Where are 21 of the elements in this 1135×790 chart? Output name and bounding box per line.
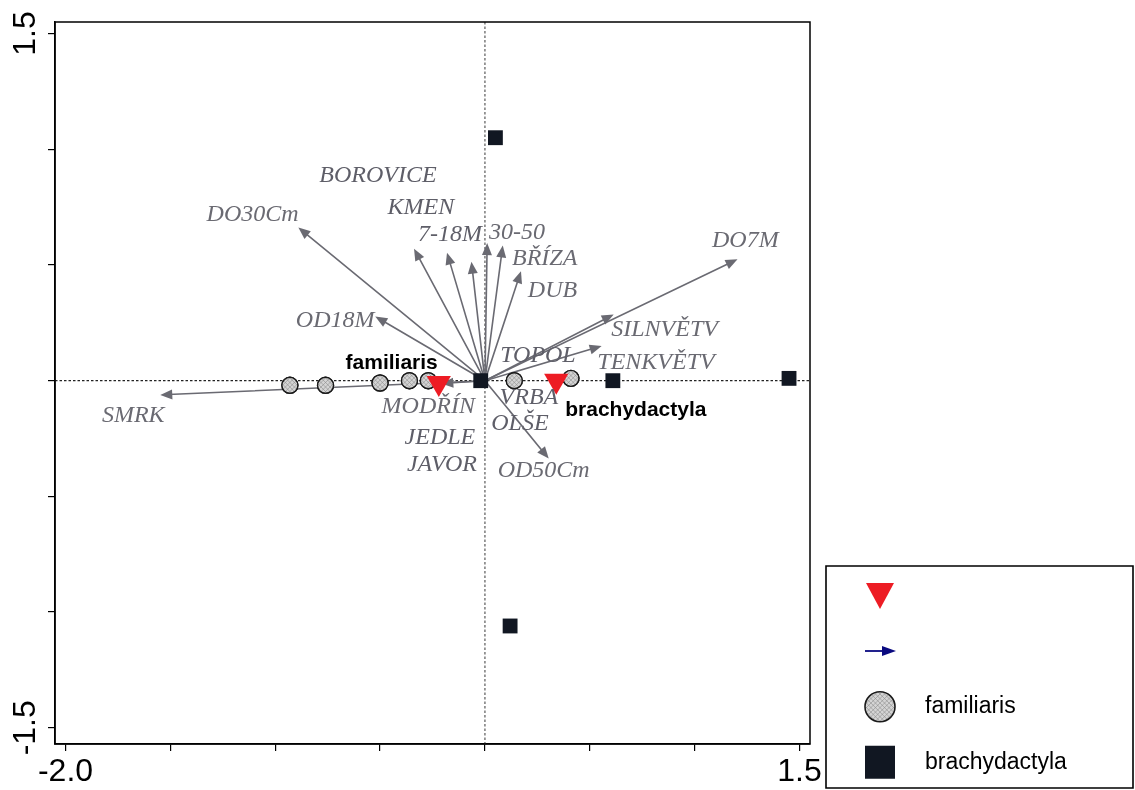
legend-label: brachydactyla: [925, 747, 1068, 774]
series-label: SILNVĚTV: [611, 314, 721, 341]
series-label: OD50Cm: [497, 455, 590, 482]
series-label: DUB: [526, 276, 578, 303]
series-label: DO30Cm: [205, 199, 299, 226]
annotation: 7-18M: [417, 220, 484, 246]
annotation: VRBA: [499, 383, 559, 409]
annotation: JEDLE: [404, 423, 476, 449]
series-label: TENKVĚTV: [597, 347, 717, 374]
data-label: brachydactyla: [565, 396, 707, 420]
series-label: BŘÍZA: [512, 243, 578, 270]
series-label: 30-50: [488, 218, 546, 245]
series-label: SMRK: [101, 400, 167, 427]
annotation: JAVOR: [406, 450, 478, 476]
data-label: familiaris: [345, 350, 438, 374]
series-label: DO7M: [710, 225, 781, 252]
legend-label: familiaris: [925, 692, 1016, 719]
series-label: MODŘÍN: [380, 392, 477, 419]
annotation: BOROVICE: [319, 161, 437, 187]
series-label: OD18M: [295, 305, 377, 332]
annotation: KMEN: [386, 193, 457, 219]
